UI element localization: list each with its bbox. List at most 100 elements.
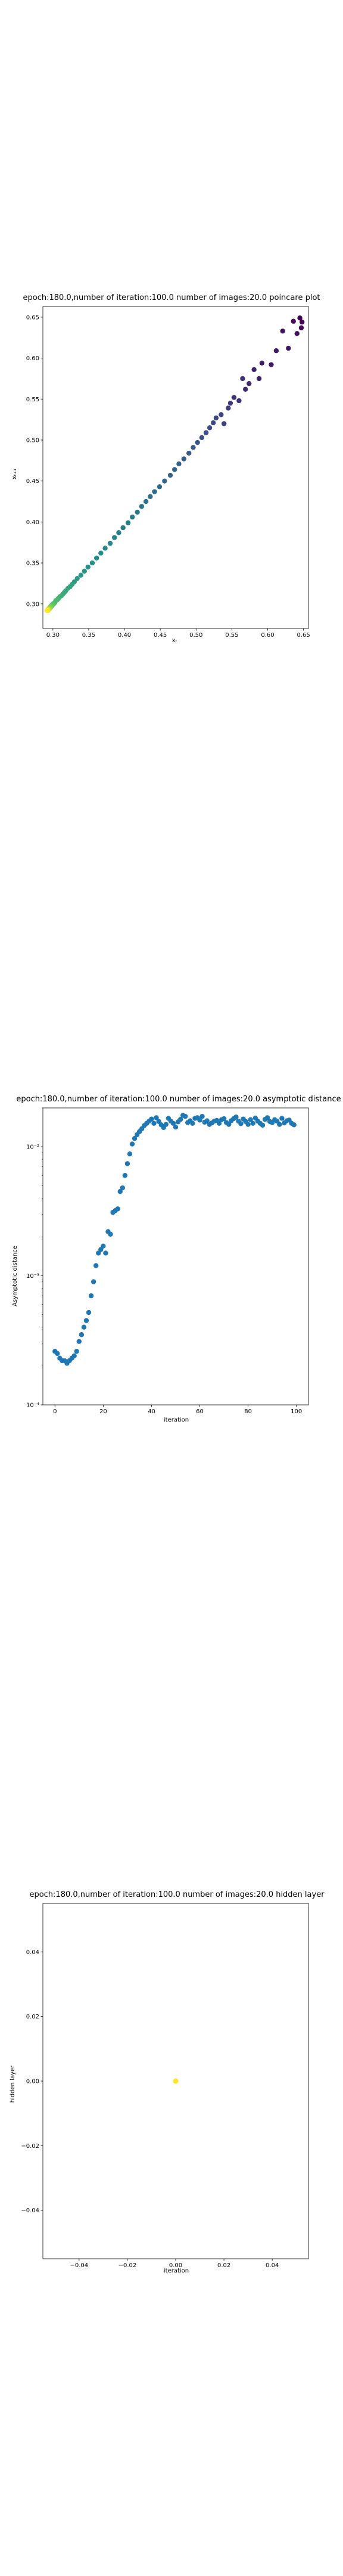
y-axis-label: xₜ₊₁ — [11, 469, 18, 479]
data-point — [277, 1122, 282, 1127]
data-point — [162, 478, 167, 484]
data-point — [173, 1124, 179, 1130]
data-point — [256, 376, 262, 382]
data-point — [129, 1141, 135, 1147]
data-point — [78, 572, 83, 578]
data-point — [195, 439, 200, 445]
data-point — [82, 568, 87, 574]
y-tick-label: 0.55 — [26, 397, 39, 403]
data-point — [83, 1318, 89, 1323]
data-point — [117, 1189, 123, 1194]
data-points — [52, 1113, 297, 1366]
y-tick-label: 0.60 — [26, 355, 39, 362]
data-point — [45, 608, 50, 613]
data-point — [298, 325, 304, 330]
data-point — [120, 525, 126, 531]
chart-title: epoch:180.0,number of iteration:100.0 nu… — [29, 1890, 325, 1899]
y-tick-label: 0.35 — [26, 561, 39, 567]
data-point — [231, 395, 237, 400]
data-point — [108, 1231, 113, 1237]
x-tick-label: 80 — [244, 1408, 252, 1415]
x-axis-label: iteration — [164, 1417, 189, 1423]
data-point — [291, 318, 296, 324]
data-point — [264, 1115, 270, 1120]
data-point — [91, 1279, 96, 1284]
data-point — [259, 360, 265, 366]
data-point — [269, 362, 274, 367]
data-point — [260, 1122, 266, 1128]
data-point — [89, 560, 95, 566]
y-tick-label: 10⁻⁴ — [26, 1402, 39, 1409]
data-point — [219, 412, 224, 417]
plot-frame — [42, 306, 309, 629]
data-point — [204, 1118, 210, 1123]
y-tick-label: 10⁻³ — [26, 1273, 39, 1280]
data-point — [240, 376, 245, 382]
x-tick-label: 20 — [99, 1408, 107, 1415]
data-point — [125, 520, 131, 525]
data-point — [250, 1120, 255, 1126]
data-point — [149, 1116, 154, 1122]
y-tick-label: 10⁻² — [26, 1144, 39, 1151]
data-points — [173, 2078, 179, 2084]
x-tick-label: 0.00 — [169, 2262, 182, 2269]
data-point — [216, 1120, 222, 1126]
data-point — [122, 1172, 128, 1178]
y-tick-label: 0.40 — [26, 519, 39, 526]
data-point — [279, 1116, 285, 1121]
data-point — [238, 1121, 244, 1126]
data-point — [291, 1122, 297, 1128]
data-point — [143, 499, 149, 504]
x-tick-label: 0.55 — [225, 632, 238, 639]
data-point — [139, 504, 145, 509]
y-tick-label: 0.04 — [26, 1949, 39, 1956]
y-axis-label: hidden layer — [10, 2065, 16, 2103]
data-point — [190, 1120, 195, 1126]
x-tick-label: 0.04 — [266, 2262, 279, 2269]
data-point — [152, 489, 157, 494]
data-point — [186, 450, 192, 456]
y-tick-label: 0.02 — [26, 2014, 39, 2020]
data-point — [120, 1185, 125, 1191]
x-tick-label: 0.45 — [154, 632, 167, 639]
data-point — [85, 564, 91, 570]
data-point — [81, 1324, 87, 1330]
data-point — [167, 472, 173, 478]
data-point — [71, 1353, 77, 1358]
data-point — [176, 461, 182, 467]
data-point — [199, 435, 205, 441]
data-point — [273, 348, 279, 354]
plot-area: −0.04 −0.02 0.00 0.02 0.04 −0.04 −0.02 0.00 0.02… — [21, 1903, 309, 2269]
data-point — [199, 1113, 205, 1119]
data-point — [243, 386, 248, 392]
data-point — [103, 1250, 108, 1256]
data-point — [294, 331, 300, 336]
data-point — [221, 1116, 227, 1122]
data-point — [148, 494, 153, 499]
x-tick-label: 0 — [53, 1408, 57, 1415]
data-point — [280, 329, 285, 334]
hidden-layer-plot: epoch:180.0,number of iteration:100.0 nu… — [10, 1890, 325, 2274]
data-point — [247, 380, 252, 386]
y-tick-label: 0.50 — [26, 437, 39, 444]
y-tick-label: 0.00 — [26, 2079, 39, 2085]
x-tick-label: 0.60 — [261, 632, 274, 639]
asymptotic-distance-plot: epoch:180.0,number of iteration:100.0 nu… — [12, 1095, 341, 1423]
data-point — [226, 405, 231, 411]
data-point — [101, 1243, 106, 1249]
data-point — [151, 1120, 157, 1126]
data-point — [207, 425, 213, 431]
data-point — [286, 345, 291, 351]
x-tick-label: 0.40 — [118, 632, 131, 639]
data-point — [163, 1122, 169, 1127]
x-tick-label: 40 — [148, 1408, 155, 1415]
data-point — [135, 509, 140, 515]
data-point — [98, 550, 104, 556]
data-point — [191, 445, 196, 450]
x-tick-label: 0.50 — [189, 632, 202, 639]
data-points — [45, 315, 305, 613]
plot-frame — [42, 1107, 309, 1405]
data-point — [93, 1263, 99, 1268]
x-tick-label: 0.65 — [297, 632, 310, 639]
data-point — [213, 415, 219, 421]
